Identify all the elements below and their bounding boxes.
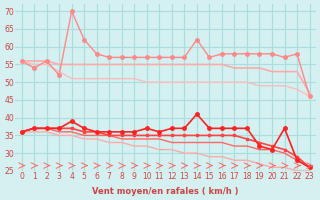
X-axis label: Vent moyen/en rafales ( km/h ): Vent moyen/en rafales ( km/h ) (92, 187, 239, 196)
